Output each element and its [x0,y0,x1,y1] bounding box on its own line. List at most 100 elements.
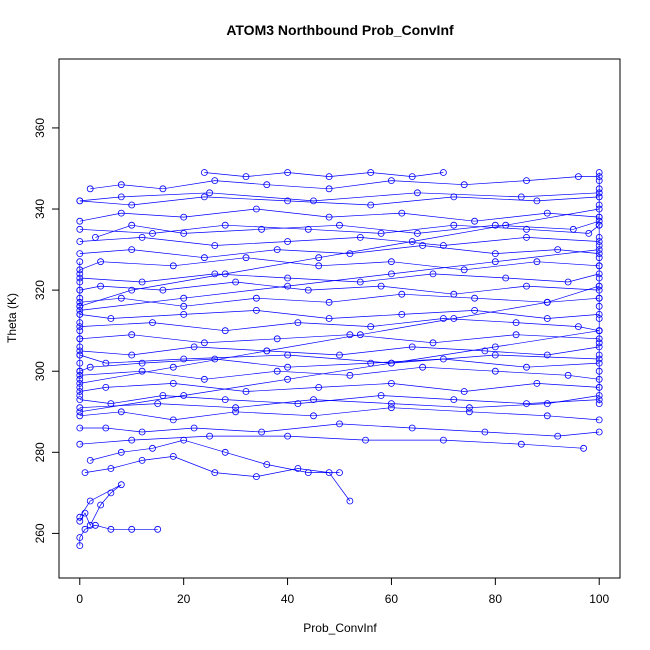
data-point [517,193,525,201]
data-point [387,400,395,408]
data-point [367,201,375,209]
data-point [221,270,229,278]
data-point [523,363,530,371]
data-point [439,315,447,322]
data-point [491,351,499,359]
data-point [221,221,229,229]
data-point [138,367,146,375]
data-point [460,388,468,395]
data-point [97,258,104,266]
data-point [206,432,214,440]
data-point [554,432,562,440]
x-tick-label: 40 [281,592,295,606]
series-line-20 [79,237,600,246]
data-point [252,306,260,314]
data-point [190,424,198,432]
data-point [128,525,136,533]
series-20 [76,233,603,249]
data-point [471,294,479,302]
data-point [200,339,208,347]
data-point [86,185,94,193]
data-point [502,274,510,282]
data-point [419,242,427,249]
data-point [310,412,317,420]
data-point [211,242,219,249]
data-point [325,315,333,322]
data-point [180,229,188,237]
data-point [76,359,84,367]
series-line-9 [79,366,600,380]
data-point [362,436,369,444]
data-point [149,444,156,452]
data-point [76,319,84,327]
data-point [117,181,125,189]
data-point [595,327,603,335]
data-point [169,416,177,424]
data-point [200,375,208,383]
data-point [81,525,89,533]
data-point [304,469,312,477]
data-point [294,400,302,408]
series-5 [76,432,587,452]
data-point [429,270,437,278]
data-point [595,254,603,262]
data-point [180,355,188,363]
data-point [398,310,406,318]
data-point [284,238,292,245]
data-point [263,461,271,468]
data-point [232,404,240,412]
data-point [76,412,84,420]
data-point [169,363,177,371]
y-tick-label: 320 [33,280,47,300]
x-axis-label: Prob_ConvInf [303,621,377,635]
x-tick-label: 0 [76,592,83,606]
series-line-33 [79,208,600,307]
data-point [377,229,385,237]
data-point [76,250,84,258]
data-point [76,294,84,302]
data-point [169,379,177,387]
data-point [107,315,115,322]
data-point [543,209,551,217]
data-point [252,205,260,213]
series-line-5 [79,435,584,449]
series-layer [76,169,603,549]
data-point [325,298,333,306]
data-point [387,270,395,278]
series-line-25 [204,172,444,177]
data-point [429,339,437,347]
data-point [284,351,292,359]
y-tick-label: 340 [33,199,47,219]
data-point [76,343,84,351]
data-point [580,444,587,452]
data-point [533,197,541,205]
data-point [450,221,458,229]
data-point [117,209,125,217]
data-point [273,367,281,375]
data-point [564,371,572,379]
series-line-29 [79,192,600,202]
data-point [92,233,99,241]
series-35 [76,258,84,399]
data-point [76,513,84,521]
data-point [149,229,156,237]
series-23 [76,193,603,209]
data-point [595,213,603,221]
data-point [491,221,499,229]
data-point [117,448,125,456]
data-point [242,254,250,262]
data-point [221,396,229,404]
series-24 [86,173,603,193]
data-point [523,233,530,241]
data-point [159,286,167,294]
data-point [523,400,530,408]
data-point [585,229,593,237]
series-line-0 [79,524,158,546]
data-point [533,258,541,266]
data-point [154,400,162,408]
data-point [439,169,447,176]
data-point [81,469,89,477]
series-28 [76,392,603,412]
data-point [595,193,603,201]
